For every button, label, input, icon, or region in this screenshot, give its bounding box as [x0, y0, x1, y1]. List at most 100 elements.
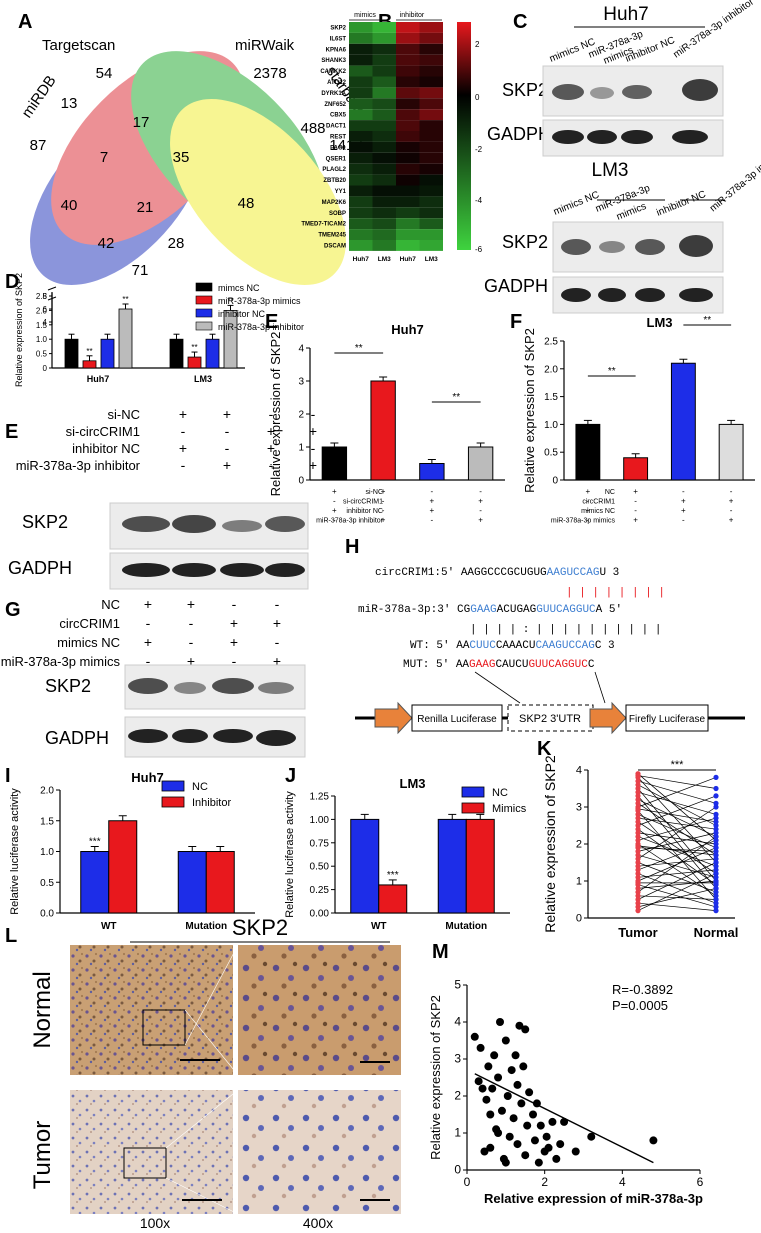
condition-sign: -	[232, 653, 237, 669]
condition-sign: +	[309, 457, 317, 473]
y-tick-label: 0	[43, 364, 48, 373]
bar	[108, 820, 138, 914]
condition-sign: -	[269, 406, 274, 422]
y-tick-label: 1	[576, 876, 582, 888]
tumor-point	[635, 822, 641, 829]
tumor-point	[635, 880, 641, 886]
tumor-point	[635, 800, 641, 806]
heatmap-cell	[419, 76, 443, 88]
tumor-point	[635, 874, 641, 880]
scale-tick: -4	[475, 196, 483, 205]
condition-sign: +	[144, 634, 152, 650]
pair-line	[637, 799, 717, 837]
pair-line	[637, 773, 717, 841]
x-tick-label: Tumor	[618, 925, 657, 940]
condition-sign: -	[634, 497, 637, 506]
scale-tick: 2	[475, 40, 480, 49]
heatmap-cell	[349, 207, 373, 219]
legend-swatch	[195, 282, 213, 292]
heatmap-cell	[372, 43, 396, 55]
condition-sign: -	[225, 423, 230, 439]
y-tick-label: 1.5	[36, 321, 48, 330]
data-point	[494, 1073, 503, 1082]
condition-sign: -	[333, 516, 336, 525]
x-tick-label: Mutation	[185, 921, 227, 932]
significance-mark: **	[122, 295, 128, 304]
condition-sign: +	[179, 406, 187, 422]
venn-set-starbase	[170, 99, 346, 285]
heatmap-gene-label: DYRK1A	[321, 91, 346, 97]
condition-sign: +	[381, 516, 386, 525]
venn-panel: A miRDB Targetscan miRWaik starbase 54 2…	[18, 11, 370, 285]
y-tick-label: 1	[298, 443, 304, 454]
condition-sign: +	[273, 615, 281, 631]
heatmap-cell	[419, 207, 443, 219]
bar	[177, 851, 207, 914]
data-point	[525, 1088, 534, 1097]
legend-swatch	[195, 308, 213, 318]
heatmap-gene-label: ATG12	[327, 80, 347, 86]
x-tick-label: Normal	[694, 925, 739, 940]
y-tick-label: 4	[298, 344, 304, 355]
heatmap-cell	[396, 185, 420, 197]
y-tick-label: 8	[43, 292, 48, 301]
heatmap-cell	[372, 141, 396, 153]
promoter-arrow	[589, 701, 627, 735]
y-tick-label: 0.75	[310, 838, 330, 849]
tumor-point	[635, 859, 641, 866]
blot-g-panel: G NC + + - - circCRIM1 - - + + mimics NC + - + - miR-37…	[1, 596, 306, 758]
heatmap-cell	[372, 240, 396, 251]
panel-letter-e2: E	[5, 421, 18, 443]
y-axis-label: Relative expression of SKP2	[542, 755, 558, 933]
significance-mark: **	[452, 392, 460, 403]
tumor-point	[635, 834, 641, 840]
condition-sign: +	[430, 506, 435, 515]
heatmap-cell	[349, 141, 373, 153]
heatmap-cell	[396, 141, 420, 153]
bar	[378, 884, 408, 914]
pairing-bars-2: | | | | : | | | | | | | | | |	[470, 624, 661, 636]
heatmap-cell	[396, 207, 420, 219]
normal-point	[713, 841, 719, 847]
heatmap-gene-label: DSCAM	[324, 244, 346, 250]
legend-swatch	[161, 780, 185, 792]
data-point	[494, 1129, 503, 1137]
heatmap-gene-label: KPNA6	[326, 47, 347, 53]
venn-count: 7	[100, 149, 108, 166]
heatmap-cell	[396, 218, 420, 230]
pair-line	[637, 784, 717, 826]
heatmap-cell	[349, 98, 373, 110]
condition-label: inhibitor NC	[346, 508, 383, 515]
bar	[437, 818, 467, 914]
normal-point	[713, 800, 719, 806]
heatmap-cell	[349, 43, 373, 55]
condition-sign: -	[181, 457, 186, 473]
condition-sign: -	[275, 596, 280, 612]
venn-count: 42	[98, 235, 115, 252]
normal-point	[713, 845, 719, 851]
heatmap-cell	[396, 43, 420, 55]
legend-swatch	[195, 321, 213, 331]
tumor-point	[635, 904, 641, 910]
y-tick-label: 2.5	[36, 292, 48, 301]
heatmap-gene-label: YY1	[335, 189, 347, 195]
pair-line	[637, 795, 717, 826]
data-point	[517, 1099, 526, 1108]
significance-mark: ***	[671, 759, 685, 771]
ihc-title: SKP2	[232, 915, 288, 940]
venn-label-targetscan: Targetscan	[42, 37, 115, 54]
heatmap-cell	[419, 196, 443, 208]
condition-sign: -	[634, 506, 637, 515]
pair-line	[637, 836, 717, 867]
venn-count: 2378	[253, 65, 286, 82]
y-axis-label: Relative expression of SKP2	[428, 995, 443, 1160]
pair-line	[637, 832, 717, 845]
condition-sign: +	[633, 516, 638, 525]
data-point	[523, 1121, 532, 1130]
y-tick-label: 5	[454, 978, 461, 992]
panel-letter-j: J	[285, 765, 296, 787]
y-axis-label: Relative expression of SKP2	[268, 332, 283, 497]
heatmap-cell	[396, 163, 420, 175]
pair-line	[637, 839, 717, 871]
condition-sign: -	[479, 487, 482, 496]
